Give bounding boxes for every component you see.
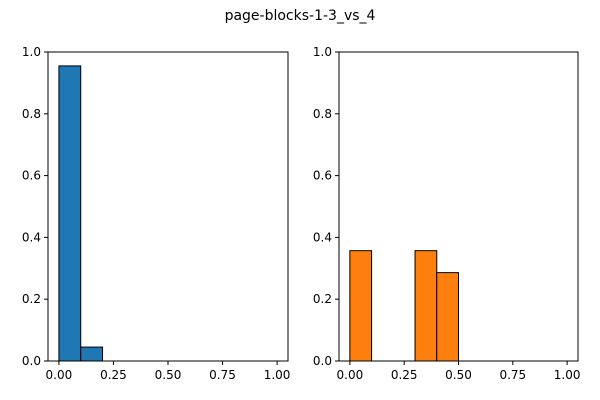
bar (58, 65, 82, 362)
y-tick-label: 0.8 (313, 107, 332, 121)
x-tick-label: 0.75 (209, 368, 236, 382)
x-tick-label: 0.00 (46, 368, 73, 382)
y-tick-label: 0.2 (22, 292, 41, 306)
x-tick-label: 0.00 (337, 368, 364, 382)
x-tick-label: 0.25 (391, 368, 418, 382)
y-tick-label: 1.0 (313, 45, 332, 59)
y-tick-label: 0.0 (22, 354, 41, 368)
x-tick-label: 1.00 (264, 368, 291, 382)
y-tick-label: 0.4 (22, 230, 41, 244)
x-tick-label: 0.25 (100, 368, 127, 382)
y-tick-label: 0.2 (313, 292, 332, 306)
y-tick-label: 1.0 (22, 45, 41, 59)
y-tick-label: 0.6 (313, 169, 332, 183)
bar (349, 250, 373, 362)
y-tick-label: 0.0 (313, 354, 332, 368)
x-tick-label: 0.50 (445, 368, 472, 382)
figure-title: page-blocks-1-3_vs_4 (225, 8, 376, 24)
y-tick-label: 0.8 (22, 107, 41, 121)
x-tick-label: 0.75 (499, 368, 526, 382)
bar (414, 250, 438, 362)
y-tick-label: 0.4 (313, 230, 332, 244)
x-tick-label: 0.50 (155, 368, 182, 382)
bar (80, 346, 104, 362)
bar (436, 272, 460, 362)
x-tick-label: 1.00 (554, 368, 581, 382)
y-tick-label: 0.6 (22, 169, 41, 183)
